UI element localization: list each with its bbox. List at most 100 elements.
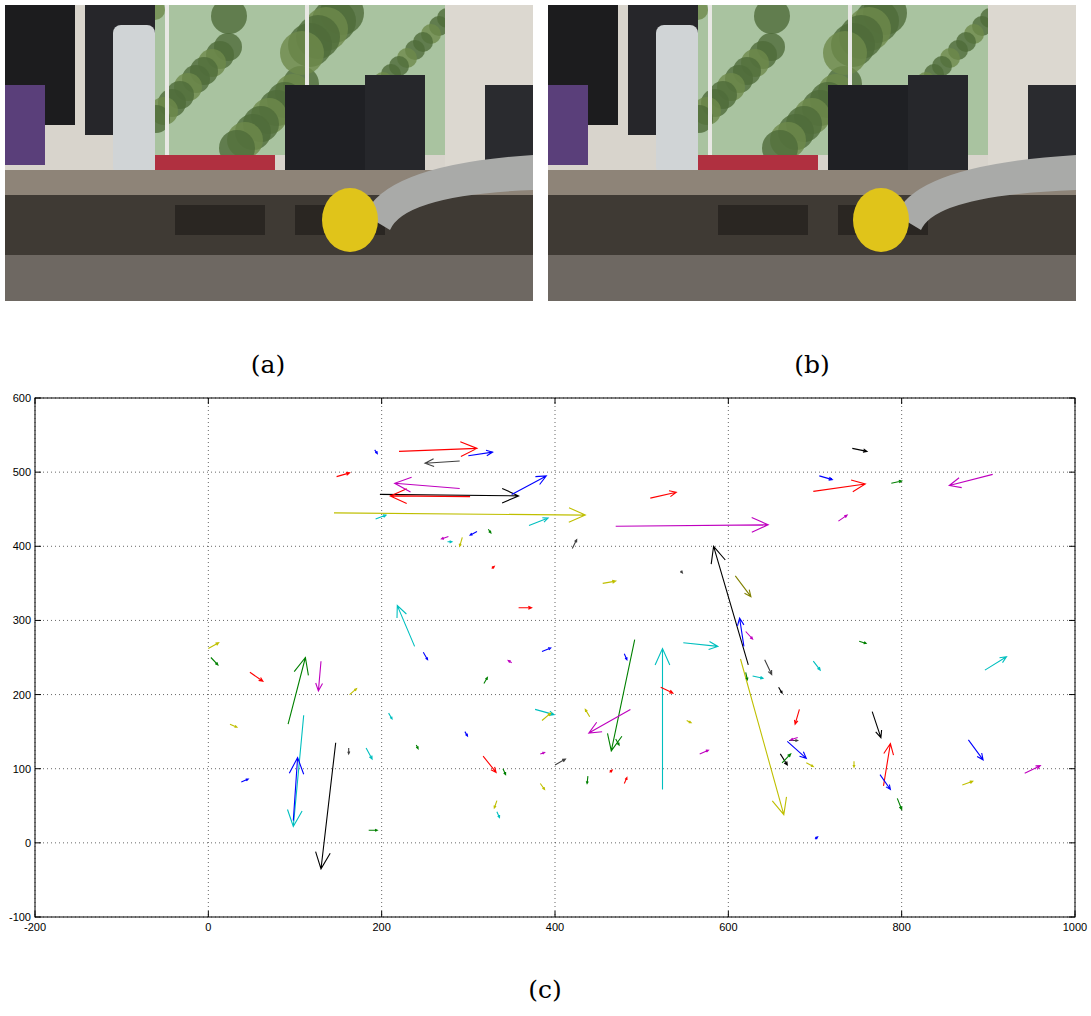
grid-line bbox=[35, 694, 1075, 695]
figure: (a)(b)-20002004006008001000-100010020030… bbox=[0, 0, 1091, 1016]
arrow bbox=[985, 657, 1007, 670]
arrow bbox=[897, 798, 902, 809]
arrow bbox=[316, 743, 336, 869]
frame bbox=[165, 5, 169, 155]
arrow bbox=[208, 643, 218, 649]
tick-label: -100 bbox=[9, 911, 31, 923]
tick-label: 0 bbox=[25, 837, 31, 849]
wall bbox=[445, 5, 533, 175]
tick-label: 500 bbox=[13, 466, 31, 478]
arrow bbox=[519, 606, 532, 609]
tick bbox=[35, 842, 41, 843]
grid-line bbox=[381, 398, 382, 917]
arrow bbox=[624, 654, 627, 660]
arrow bbox=[399, 442, 477, 457]
arrow bbox=[1025, 766, 1041, 774]
tick bbox=[901, 911, 902, 917]
arrow bbox=[494, 801, 497, 808]
arrow bbox=[211, 658, 218, 665]
arrow bbox=[316, 661, 323, 691]
tick bbox=[1069, 472, 1075, 473]
grid-line bbox=[35, 842, 1075, 843]
tick bbox=[35, 694, 41, 695]
table-edge bbox=[5, 195, 533, 255]
tick-label: 1000 bbox=[1063, 921, 1087, 933]
arrow bbox=[815, 837, 818, 839]
tick-label: 0 bbox=[205, 921, 211, 933]
arrow bbox=[880, 775, 890, 790]
arrow bbox=[962, 781, 972, 785]
tick bbox=[728, 911, 729, 917]
arrow bbox=[655, 649, 670, 790]
arrows bbox=[208, 442, 1040, 869]
grid-line bbox=[35, 620, 1075, 621]
arrow bbox=[230, 724, 237, 727]
arrow bbox=[380, 488, 519, 503]
arrow bbox=[813, 480, 865, 492]
grid-line bbox=[728, 398, 729, 917]
grid-line bbox=[35, 768, 1075, 769]
tree bbox=[754, 5, 790, 34]
arrow bbox=[585, 709, 589, 716]
arrow bbox=[891, 480, 901, 483]
yellow-part bbox=[853, 188, 909, 252]
arrow bbox=[497, 812, 500, 818]
arrow bbox=[589, 709, 631, 733]
arrow bbox=[819, 476, 832, 480]
tick bbox=[728, 398, 729, 404]
tick bbox=[35, 768, 41, 769]
tick-label: 200 bbox=[372, 921, 390, 933]
grid-line bbox=[35, 546, 1075, 547]
arrow bbox=[746, 632, 753, 640]
arrow bbox=[488, 529, 491, 533]
arrow bbox=[738, 618, 744, 646]
arrow bbox=[949, 474, 992, 487]
arrow bbox=[389, 713, 393, 719]
arrow bbox=[542, 648, 551, 652]
tick bbox=[901, 398, 902, 404]
tick bbox=[35, 472, 41, 473]
tick bbox=[208, 911, 209, 917]
arrow bbox=[661, 687, 673, 693]
arrow bbox=[376, 515, 386, 519]
bottle bbox=[656, 25, 698, 175]
arrow bbox=[366, 748, 372, 759]
plot-area bbox=[35, 398, 1075, 917]
table-edge bbox=[548, 195, 1076, 255]
tick-label: 400 bbox=[546, 921, 564, 933]
arrow bbox=[542, 713, 551, 720]
arrow bbox=[650, 491, 676, 498]
pipe bbox=[896, 155, 1076, 230]
arrow bbox=[741, 659, 787, 815]
arrow bbox=[968, 740, 983, 760]
grid-line bbox=[901, 398, 902, 917]
arrow bbox=[508, 661, 512, 663]
arrow bbox=[608, 640, 635, 751]
arrow bbox=[700, 750, 709, 754]
photo bbox=[5, 5, 533, 301]
arrow bbox=[448, 541, 452, 543]
arrow bbox=[687, 721, 691, 723]
tick bbox=[381, 911, 382, 917]
arrow bbox=[288, 715, 304, 826]
arrow bbox=[616, 739, 619, 745]
arrow bbox=[337, 472, 350, 476]
arrow bbox=[746, 672, 748, 679]
axes: -20002004006008001000-100010020030040050… bbox=[9, 392, 1087, 933]
tick bbox=[35, 546, 41, 547]
arrow bbox=[683, 642, 718, 650]
arrow bbox=[470, 532, 477, 536]
arrow bbox=[572, 540, 576, 549]
tick bbox=[35, 620, 41, 621]
arrow bbox=[586, 776, 588, 783]
arrow bbox=[859, 641, 866, 644]
panel-label: (b) bbox=[794, 350, 830, 379]
chair bbox=[908, 75, 968, 175]
arrow bbox=[838, 515, 847, 521]
grid-line bbox=[35, 472, 1075, 473]
tick-label: 600 bbox=[13, 392, 31, 404]
slot bbox=[718, 205, 808, 235]
arrow bbox=[680, 571, 682, 574]
arrow bbox=[852, 448, 867, 452]
arrow bbox=[555, 759, 565, 765]
